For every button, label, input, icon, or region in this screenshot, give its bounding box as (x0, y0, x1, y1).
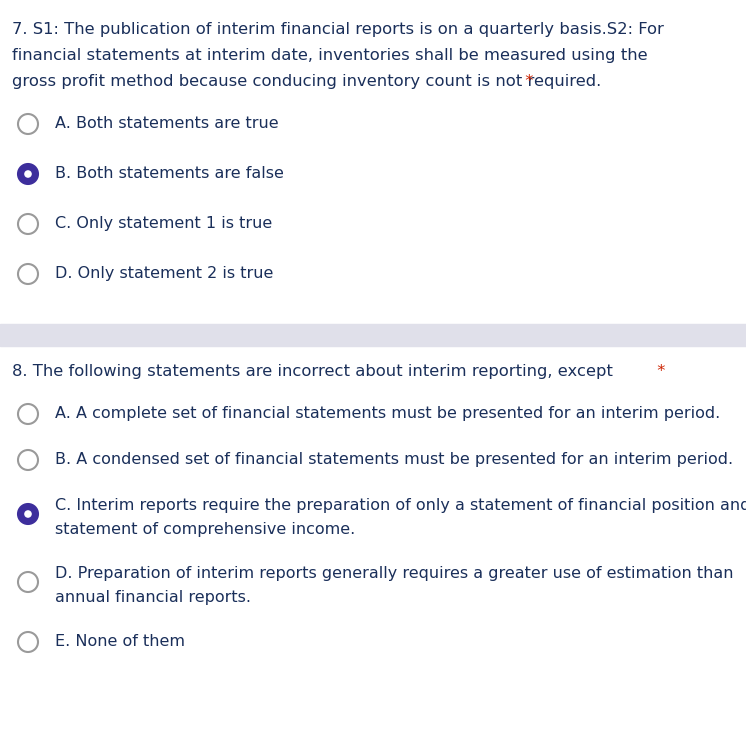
Circle shape (18, 114, 38, 134)
Text: C. Interim reports require the preparation of only a statement of financial posi: C. Interim reports require the preparati… (55, 498, 746, 513)
Text: 7. S1: The publication of interim financial reports is on a quarterly basis.S2: : 7. S1: The publication of interim financ… (12, 22, 664, 37)
Text: 8. The following statements are incorrect about interim reporting, except: 8. The following statements are incorrec… (12, 364, 613, 379)
Circle shape (18, 214, 38, 234)
Circle shape (18, 164, 38, 184)
Text: annual financial reports.: annual financial reports. (55, 590, 251, 605)
Text: financial statements at interim date, inventories shall be measured using the: financial statements at interim date, in… (12, 48, 648, 63)
Text: gross profit method because conducing inventory count is not required.: gross profit method because conducing in… (12, 74, 601, 89)
Circle shape (24, 510, 32, 517)
Circle shape (18, 450, 38, 470)
Text: E. None of them: E. None of them (55, 634, 185, 649)
Bar (0, 324, 746, 346)
Text: C. Only statement 1 is true: C. Only statement 1 is true (55, 216, 272, 231)
Circle shape (18, 404, 38, 424)
Text: *: * (520, 74, 533, 89)
Circle shape (24, 170, 32, 178)
Text: D. Only statement 2 is true: D. Only statement 2 is true (55, 266, 273, 281)
Circle shape (18, 264, 38, 284)
Text: B. A condensed set of financial statements must be presented for an interim peri: B. A condensed set of financial statemen… (55, 452, 733, 467)
Text: D. Preparation of interim reports generally requires a greater use of estimation: D. Preparation of interim reports genera… (55, 566, 733, 581)
Text: A. A complete set of financial statements must be presented for an interim perio: A. A complete set of financial statement… (55, 406, 720, 421)
Circle shape (18, 632, 38, 652)
Circle shape (18, 572, 38, 592)
Text: A. Both statements are true: A. Both statements are true (55, 116, 278, 131)
Text: *: * (652, 364, 665, 379)
Circle shape (18, 504, 38, 524)
Text: statement of comprehensive income.: statement of comprehensive income. (55, 522, 355, 537)
Text: B. Both statements are false: B. Both statements are false (55, 166, 284, 181)
